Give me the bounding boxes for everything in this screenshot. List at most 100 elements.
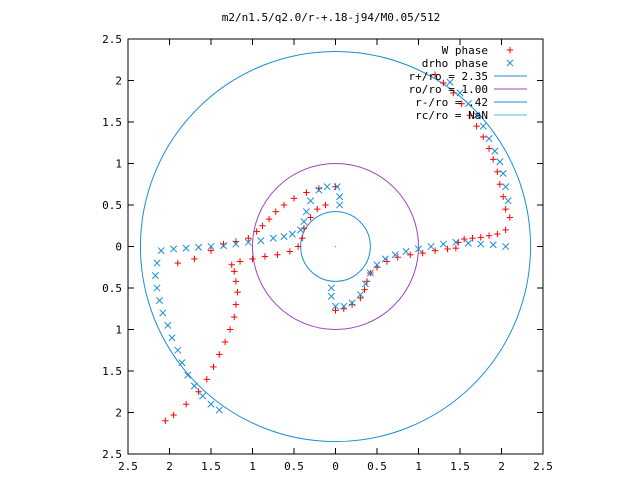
w-phase-point — [210, 363, 217, 371]
y-tick-label: 1.5 — [102, 116, 122, 129]
y-tick-label: 2.5 — [102, 33, 122, 46]
w-phase-point — [357, 294, 364, 302]
drho-phase-point — [439, 240, 447, 248]
w-phase-point — [440, 79, 447, 87]
drho-phase-point — [464, 100, 472, 108]
y-tick-label: 2 — [115, 407, 122, 420]
reference-circles — [139, 50, 532, 443]
x-tick-label: 0 — [332, 460, 339, 473]
drho-phase-point — [199, 392, 207, 400]
legend-label: ro/ro = 1.00 — [409, 83, 488, 96]
drho-phase-point — [464, 239, 472, 247]
drho-phase-point — [491, 147, 499, 155]
w-phase-point — [473, 122, 480, 130]
w-phase-point — [407, 251, 414, 258]
drho-phase-point — [182, 244, 190, 252]
w-phase-point — [290, 195, 298, 202]
w-phase-point — [195, 388, 202, 395]
w-phase-point — [502, 226, 509, 234]
x-tick-label: 2.5 — [118, 460, 138, 473]
y-tick-label: 1.5 — [102, 365, 122, 378]
drho-phase-point — [232, 240, 240, 248]
drho-phase-point — [504, 197, 512, 205]
drho-phase-point — [151, 271, 159, 280]
w-phase-point — [191, 255, 198, 263]
legend-label: W phase — [442, 44, 488, 57]
w-phase-point — [162, 417, 169, 424]
data-points — [151, 71, 513, 424]
reference-circle — [252, 163, 419, 330]
y-tick-label: 1 — [115, 158, 122, 171]
w-phase-point — [231, 313, 238, 321]
w-phase-point — [231, 268, 238, 275]
x-tick-label: 1 — [249, 460, 256, 473]
drho-phase-point — [496, 158, 504, 166]
w-phase-point — [460, 235, 468, 243]
drho-phase-point — [297, 226, 305, 234]
drho-phase-point — [477, 240, 485, 248]
legend-label: r-/ro = .42 — [415, 96, 488, 109]
w-phase-point — [234, 288, 241, 296]
legend-label: drho phase — [422, 57, 488, 70]
drho-phase-point — [269, 234, 277, 242]
drho-phase-point — [489, 241, 497, 249]
drho-phase-point — [356, 291, 364, 299]
drho-phase-point — [170, 245, 178, 253]
drho-phase-point — [190, 382, 198, 390]
drho-phase-point — [336, 201, 344, 209]
drho-phase-point — [473, 111, 481, 119]
w-phase-point — [299, 235, 306, 242]
w-phase-point — [450, 89, 457, 97]
w-phase-point — [485, 232, 493, 239]
w-phase-point — [216, 351, 223, 358]
drho-phase-point — [155, 296, 164, 305]
drho-phase-point — [348, 299, 356, 307]
y-tick-label: 1 — [115, 324, 122, 337]
drho-phase-point — [164, 321, 172, 329]
w-phase-point — [182, 401, 190, 408]
w-phase-point — [477, 234, 484, 241]
w-phase-point — [496, 181, 504, 188]
drho-phase-point — [178, 359, 186, 367]
w-phase-point — [261, 253, 269, 260]
drho-phase-point — [502, 242, 510, 251]
w-phase-point — [494, 230, 501, 238]
legend-label: r+/ro = 2.35 — [409, 70, 488, 83]
center-point — [334, 245, 337, 248]
w-phase-point — [490, 156, 497, 163]
w-phase-point — [431, 71, 439, 78]
w-phase-point — [303, 189, 310, 196]
y-tick-label: 2.5 — [102, 448, 122, 461]
drho-phase-point — [499, 169, 507, 178]
w-phase-point — [419, 249, 426, 257]
drho-phase-point — [502, 183, 510, 191]
y-tick-label: 0.5 — [102, 282, 122, 295]
drho-phase-point — [485, 135, 493, 143]
w-phase-point — [502, 205, 509, 213]
drho-phase-point — [153, 284, 161, 292]
w-phase-point — [332, 307, 339, 314]
drho-phase-point — [257, 237, 265, 245]
drho-phase-point — [336, 193, 344, 201]
w-phase-point — [314, 205, 321, 213]
drho-phase-point — [219, 242, 228, 250]
w-phase-point — [466, 112, 474, 119]
drho-phase-point — [456, 89, 464, 97]
drho-phase-point — [327, 284, 335, 292]
y-tick-label: 0.5 — [102, 199, 122, 212]
reference-circle — [139, 50, 532, 443]
w-phase-point — [232, 301, 240, 308]
x-tick-label: 0.5 — [367, 460, 387, 473]
w-phase-point — [274, 251, 281, 258]
drho-phase-point — [381, 255, 389, 263]
w-phase-point — [245, 235, 252, 242]
y-tick-label: 0 — [115, 241, 122, 254]
drho-phase-point — [302, 208, 311, 216]
drho-phase-point — [323, 183, 331, 191]
w-phase-point — [207, 247, 215, 254]
w-phase-point — [480, 133, 487, 141]
w-phase-point — [265, 215, 273, 223]
drho-phase-point — [244, 238, 252, 246]
